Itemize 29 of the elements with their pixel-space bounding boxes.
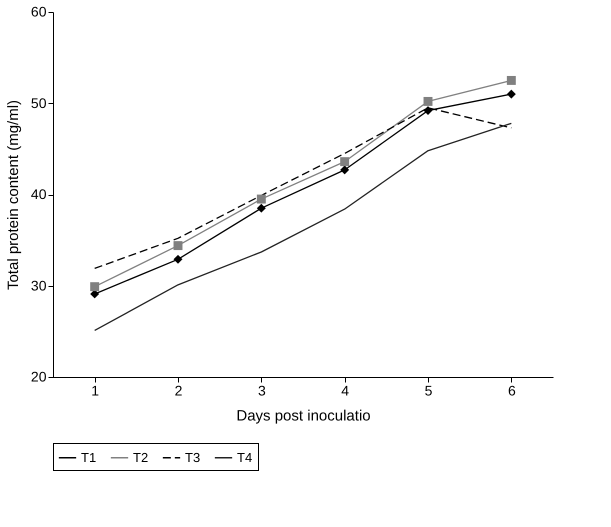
y-tick-label: 20	[30, 368, 47, 384]
point	[174, 241, 182, 250]
y-tick-label: 30	[30, 277, 47, 294]
point	[506, 90, 516, 99]
y-tick-label: 60	[30, 4, 47, 20]
point	[256, 204, 266, 213]
legend-label: T1	[81, 450, 96, 465]
point	[424, 106, 432, 116]
x-tick-label: 4	[341, 382, 350, 398]
x-tick-label: 5	[424, 382, 433, 398]
point	[90, 282, 100, 292]
legend-label: T4	[237, 450, 252, 465]
point	[340, 165, 350, 174]
x-tick-label: 1	[91, 382, 100, 398]
point	[424, 96, 432, 106]
point	[340, 157, 350, 166]
legend-label: T2	[133, 450, 148, 465]
point	[506, 76, 516, 85]
line-series	[94, 122, 512, 332]
x-tick-label: 2	[174, 382, 183, 398]
x-tick-label: 6	[508, 382, 516, 398]
point	[256, 194, 266, 204]
x-axis-title: Days post inoculatio	[236, 408, 371, 424]
y-tick-label: 50	[30, 94, 47, 111]
y-tick-label: 40	[30, 186, 47, 202]
legend-label: T3	[185, 450, 200, 465]
point	[174, 254, 182, 264]
x-tick-label: 3	[258, 382, 266, 398]
y-axis-title: Total protein content (mg/ml)	[4, 100, 22, 290]
